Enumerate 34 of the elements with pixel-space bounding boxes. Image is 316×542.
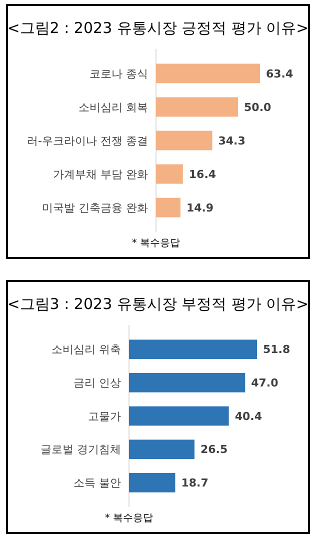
bar xyxy=(129,373,246,392)
text: * 복수응답 xyxy=(132,238,180,249)
bar xyxy=(156,130,212,150)
data-label: 51.8 xyxy=(263,343,290,356)
data-label: 16.4 xyxy=(188,168,216,181)
bar xyxy=(129,440,194,459)
y-tick-label: 글로벌 경기침체 xyxy=(40,443,121,456)
bar xyxy=(156,164,183,184)
bar xyxy=(156,198,180,218)
data-label: 40.4 xyxy=(234,410,262,423)
data-label: 47.0 xyxy=(251,376,279,390)
y-tick-label: 소득 불안 xyxy=(74,476,121,490)
chart-title: <그림2 : 2023 유통시장 긍정적 평가 이유> xyxy=(7,19,309,37)
bar xyxy=(129,406,229,426)
bar xyxy=(156,64,260,84)
y-tick-label: 러-우크라이나 전쟁 종결 xyxy=(27,134,148,148)
y-tick-label: 고물가 xyxy=(88,410,121,423)
bar xyxy=(129,340,257,359)
bar xyxy=(156,97,238,117)
y-tick-label: 가계부채 부담 완화 xyxy=(53,168,148,181)
data-label: 63.4 xyxy=(266,67,294,80)
text: * 복수응답 xyxy=(104,513,154,524)
y-tick-label: 미국발 긴축금융 완화 xyxy=(42,201,148,214)
data-label: 34.3 xyxy=(218,134,246,148)
data-label: 50.0 xyxy=(244,100,272,114)
data-label: 18.7 xyxy=(181,476,208,490)
y-tick-label: 소비심리 회복 xyxy=(78,100,148,114)
y-tick-label: 금리 인상 xyxy=(74,376,121,390)
y-tick-label: 코로나 종식 xyxy=(90,67,148,80)
data-label: 14.9 xyxy=(186,201,214,214)
chart-title: <그림3 : 2023 유통시장 부정적 평가 이유> xyxy=(7,295,309,313)
y-tick-label: 소비심리 위축 xyxy=(52,343,121,356)
bar xyxy=(129,473,176,492)
data-label: 26.5 xyxy=(200,443,228,456)
